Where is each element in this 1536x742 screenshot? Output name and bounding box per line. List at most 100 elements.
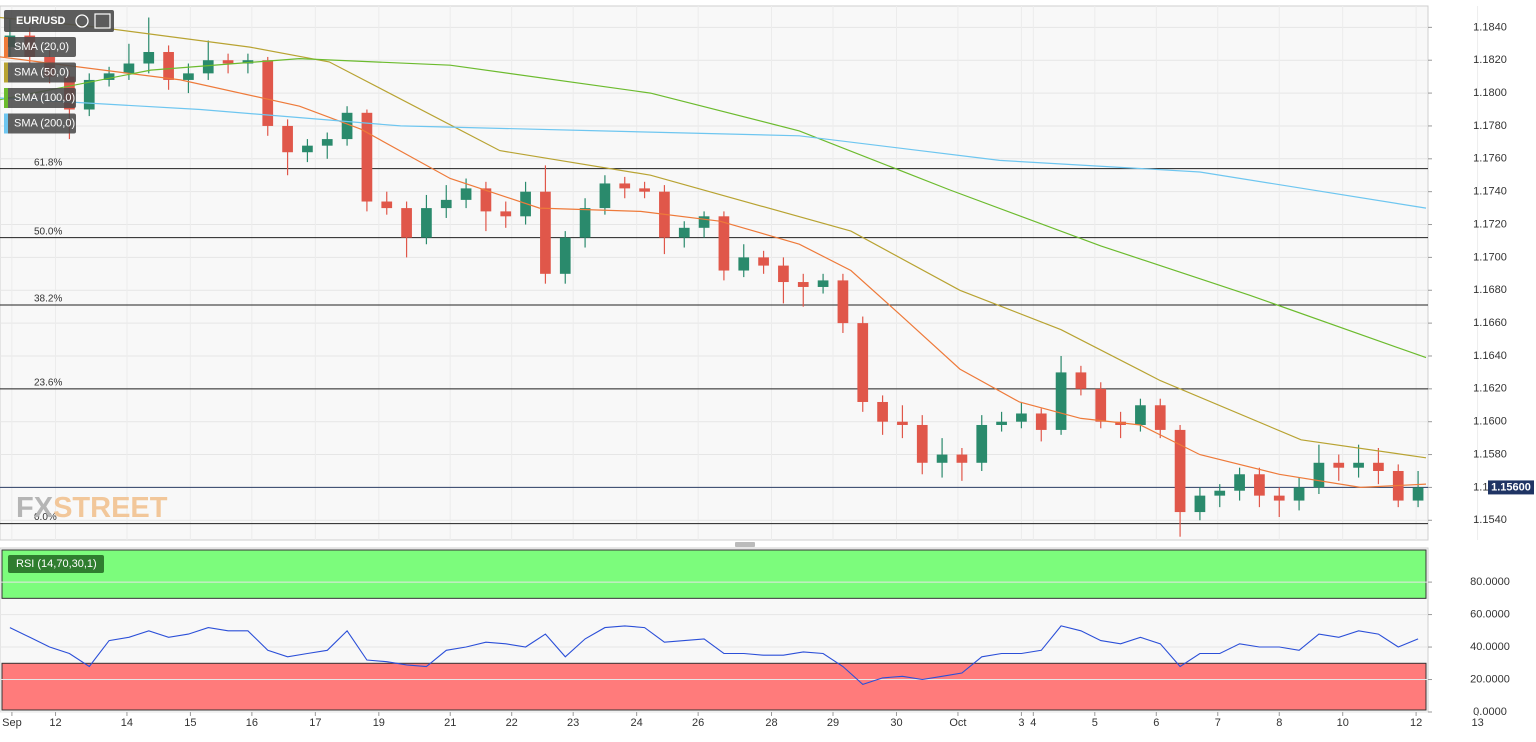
last-price-box (1488, 480, 1534, 495)
candle-body (877, 401, 888, 422)
y-tick-label: 1.1820 (1473, 54, 1507, 66)
candle-body (559, 237, 571, 274)
candle-body (1412, 487, 1424, 501)
candle-body (738, 257, 750, 271)
rsi-label: RSI (14,70,30,1) (16, 558, 97, 570)
y-tick-label: 1.1680 (1473, 284, 1507, 296)
x-tick-label: 7 (1215, 717, 1221, 729)
x-tick-label: 24 (631, 717, 643, 729)
oversold-zone (1, 662, 1427, 711)
y-tick-label: 20.0000 (1470, 673, 1510, 685)
y-tick-label: 80.0000 (1470, 576, 1510, 588)
sma-line (0, 16, 1427, 459)
y-tick-label: 1.1840 (1473, 21, 1507, 33)
x-tick-label: 3 (1018, 717, 1024, 729)
candle-body (758, 257, 769, 266)
candle-body (1254, 474, 1265, 496)
grid (0, 6, 1479, 713)
x-tick-label: 21 (444, 717, 456, 729)
candle-body (857, 323, 869, 402)
watermark-fx: FX (16, 492, 54, 524)
candle-body (599, 183, 611, 209)
legend-label: SMA (50,0) (14, 66, 69, 78)
y-tick-label: 1.1760 (1473, 153, 1507, 165)
candle-body (321, 139, 333, 146)
last-price-label: 1.15600 (1491, 481, 1531, 493)
fib-label: 38.2% (34, 294, 62, 305)
candle-body (1373, 462, 1384, 471)
candle-body (222, 60, 234, 64)
symbol-box: EUR/USD (4, 10, 114, 32)
rsi-label-bg (8, 555, 104, 573)
x-tick-label: 15 (184, 717, 196, 729)
price-panel (0, 5, 1429, 541)
candle-body (639, 188, 650, 192)
refresh-icon[interactable] (75, 14, 89, 28)
y-tick-label: 40.0000 (1470, 641, 1510, 653)
watermark-street: STREET (53, 492, 168, 524)
candle-body (579, 208, 591, 238)
resize-handle[interactable] (735, 542, 755, 547)
y-tick-label: 1.1700 (1473, 251, 1507, 263)
plot: 61.8% 50.0% 38.2% 23.6% 0.0% (0, 16, 1428, 686)
candle-body (1075, 372, 1087, 389)
candle-body (916, 424, 928, 463)
x-tick-label: 23 (567, 717, 579, 729)
legend-bg (4, 88, 76, 108)
legend: SMA (20,0) SMA (50,0) SMA (100,0) SMA (200,… (4, 37, 76, 134)
candle-body (718, 216, 730, 271)
candle-body (897, 421, 908, 425)
candle-body (1234, 474, 1245, 491)
candle-body (401, 208, 412, 238)
candle-body (183, 73, 194, 80)
legend-swatch (4, 37, 8, 57)
candle-body (421, 208, 432, 238)
settings-icon[interactable] (94, 13, 111, 29)
candle-body (381, 201, 393, 209)
y-tick-label: 60.0000 (1470, 608, 1510, 620)
candle-body (282, 125, 293, 153)
candle-body (361, 112, 373, 202)
legend-label: SMA (100,0) (14, 92, 75, 104)
candle-body (302, 145, 313, 153)
x-tick-label: 19 (373, 717, 385, 729)
symbol-bg (4, 10, 114, 32)
y-tick-label: 1.1620 (1473, 383, 1507, 395)
y-tick-label: 1.1780 (1473, 120, 1507, 132)
x-tick-label: 12 (1410, 717, 1422, 729)
x-tick-label: Sep (2, 717, 22, 729)
rsi-line (9, 625, 1419, 686)
x-tick-label: 29 (827, 717, 839, 729)
legend-swatch (4, 88, 8, 108)
y-tick-label: 0.0000 (1473, 706, 1507, 718)
x-tick-label: 4 (1030, 717, 1036, 729)
candle-body (1194, 495, 1206, 513)
fib-label: 0.0% (34, 512, 57, 523)
watermark: FXSTREET (16, 492, 168, 524)
candle-body (202, 60, 214, 74)
candle-body (242, 60, 254, 64)
candle-body (1333, 462, 1345, 468)
candle-body (1154, 405, 1166, 430)
y-tick-label: 1.1800 (1473, 87, 1507, 99)
x-tick-label: 30 (890, 717, 902, 729)
y-tick-label: 1.1660 (1473, 317, 1507, 329)
x-tick-label: 16 (246, 717, 258, 729)
x-tick-label: 10 (1337, 717, 1349, 729)
x-tick-label: 12 (49, 717, 61, 729)
x-tick-label: 13 (1471, 717, 1483, 729)
candle-body (1035, 413, 1047, 430)
candle-body (440, 199, 452, 209)
sma-line (0, 97, 1427, 209)
candle-body (1016, 413, 1027, 422)
y-tick-label: 1.1580 (1473, 448, 1507, 460)
candle-body (1313, 462, 1325, 488)
y-tick-label: 1.1540 (1473, 514, 1507, 526)
sma-line (0, 56, 1427, 489)
candle-body (1273, 495, 1285, 501)
legend-bg (4, 62, 76, 83)
legend-bg (4, 113, 76, 134)
candle-body (996, 421, 1007, 425)
y-tick-label: 1.1720 (1473, 218, 1507, 230)
